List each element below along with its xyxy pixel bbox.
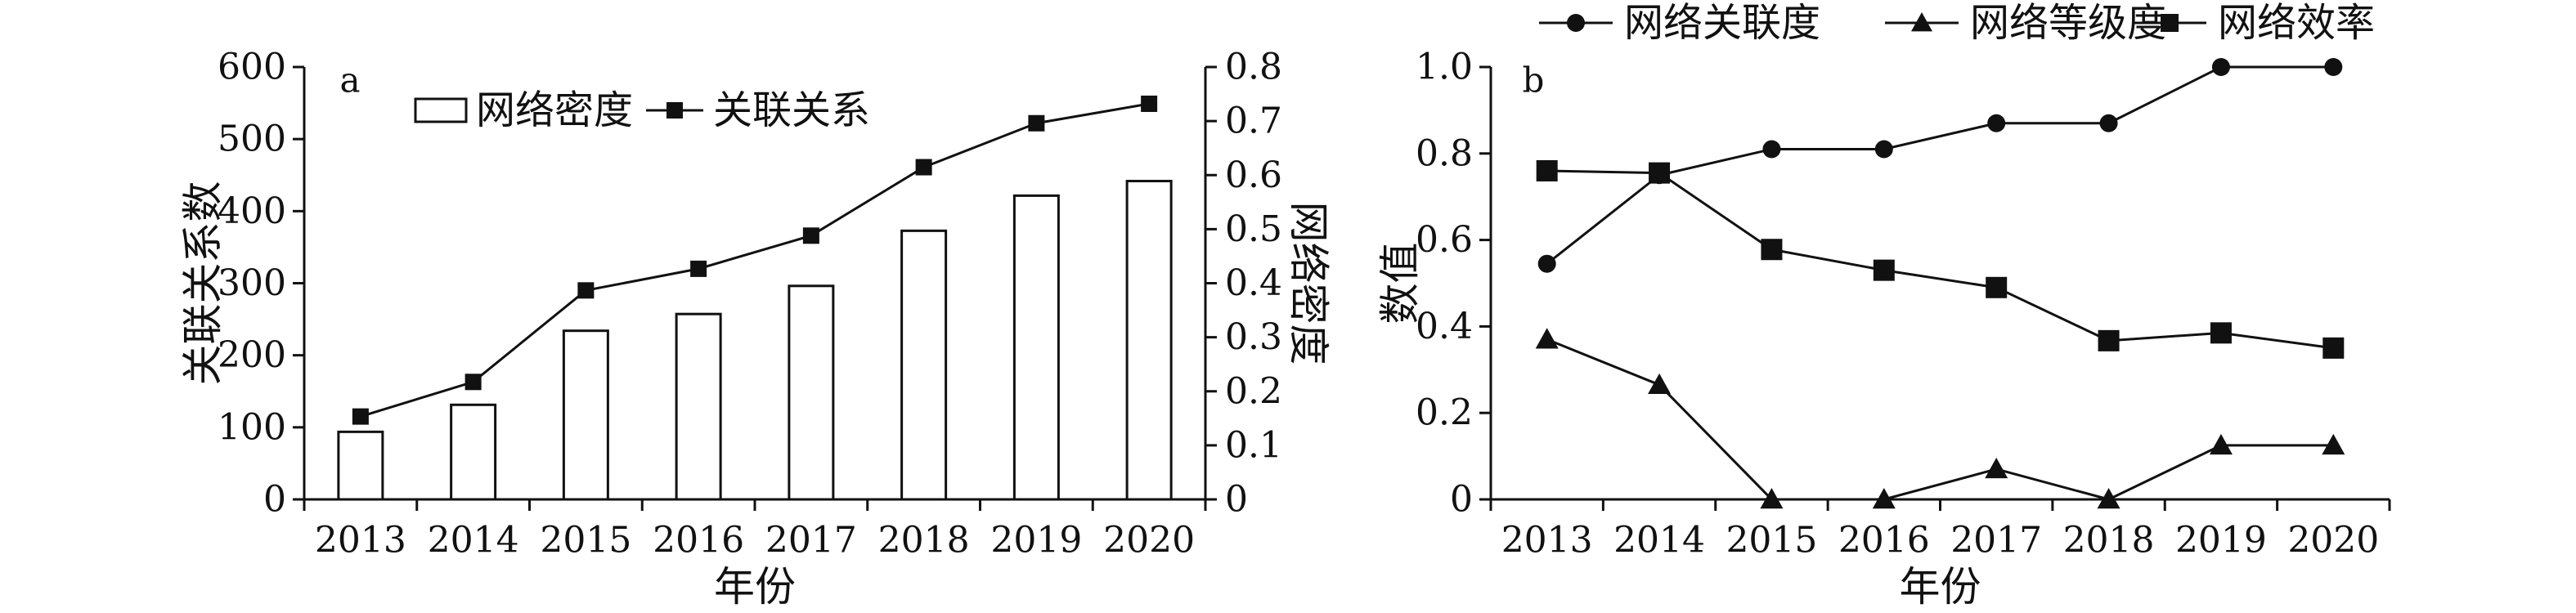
panel-b-series-2-point bbox=[2322, 337, 2345, 359]
panel-a-right-tick-label: 0.7 bbox=[1225, 101, 1282, 142]
panel-a-density-bar bbox=[562, 329, 609, 501]
panel-b-x-tick-label: 2019 bbox=[2175, 520, 2267, 562]
panel-a-left-tick-label: 0 bbox=[263, 479, 286, 521]
panel-a-right-tick-label: 0.4 bbox=[1225, 262, 1282, 304]
panel-a-x-tick-label: 2014 bbox=[428, 520, 519, 562]
panel-b-series-1-point bbox=[1872, 488, 1896, 509]
panel-b-y-tick-label: 0.6 bbox=[1416, 219, 1473, 261]
panel-b-series-1-point bbox=[1535, 328, 1559, 349]
panel-b-legend-label-0: 网络关联度 bbox=[1624, 0, 1820, 46]
panel-a-relation-point bbox=[577, 282, 595, 299]
panel-a-density-bar bbox=[788, 284, 835, 501]
panel-b-legend-marker-1 bbox=[1911, 12, 1932, 32]
panel-b-series-0-point bbox=[2211, 58, 2230, 76]
panel-b-series-1-point bbox=[2097, 488, 2120, 509]
panel-a-x-tick-label: 2016 bbox=[653, 520, 744, 562]
panel-a-relation-point bbox=[1028, 114, 1045, 132]
panel-a-right-tick-label: 0 bbox=[1225, 479, 1248, 521]
panel-b-x-tick-label: 2016 bbox=[1838, 520, 1930, 562]
panel-a-relation-point bbox=[464, 374, 482, 391]
panel-b-series-line-0 bbox=[1546, 65, 2334, 265]
panel-b-series-0-point bbox=[2324, 58, 2343, 76]
panel-a-left-tick-label: 200 bbox=[218, 334, 286, 376]
panel-b-x-axis-title: 年份 bbox=[1900, 563, 1981, 610]
panel-b-x-tick-label: 2018 bbox=[2063, 520, 2155, 562]
panel-a-left-tick-label: 300 bbox=[218, 262, 286, 304]
panel-a-legend-line-marker bbox=[666, 102, 683, 119]
panel-b-series-1-point bbox=[2322, 433, 2345, 455]
panel-b-y-axis-title: 数值 bbox=[1376, 243, 1424, 324]
panel-a-x-tick-label: 2020 bbox=[1103, 520, 1195, 562]
panel-b-series-2-point bbox=[1873, 259, 1895, 281]
panel-b-series-0-point bbox=[2099, 114, 2118, 132]
panel-a-density-bar bbox=[900, 229, 948, 501]
panel-b-x-tick-label: 2015 bbox=[1726, 520, 1817, 562]
panel-a-left-axis-title: 关联关系数 bbox=[179, 181, 227, 386]
panel-a-relation-point bbox=[802, 227, 819, 244]
panel-a-density-bar bbox=[1125, 180, 1173, 501]
panel-b-series-1-point bbox=[1760, 488, 1784, 509]
panel-a-relation-point bbox=[352, 408, 369, 425]
panel-a-x-tick-label: 2019 bbox=[990, 520, 1082, 562]
panel-b-series-2-point bbox=[2098, 329, 2120, 351]
panel-a-density-bar bbox=[1012, 194, 1060, 501]
panel-a-left-tick-label: 400 bbox=[218, 190, 286, 232]
panel-b-x-tick-label: 2014 bbox=[1613, 520, 1705, 562]
panel-a-density-bar bbox=[675, 312, 722, 501]
panel-a-density-bar bbox=[450, 403, 497, 501]
panel-a-relation-point bbox=[1141, 95, 1158, 112]
panel-b-legend-label-2: 网络效率 bbox=[2218, 0, 2375, 46]
panel-b-series-0-point bbox=[1874, 140, 1893, 159]
panel-b-x-tick-label: 2013 bbox=[1501, 520, 1593, 562]
panel-a-right-tick-label: 0.5 bbox=[1225, 208, 1282, 250]
panel-a-left-tick-label: 100 bbox=[218, 406, 286, 448]
panel-a-right-tick-label: 0.1 bbox=[1225, 424, 1282, 466]
panel-a-density-bar bbox=[337, 430, 384, 501]
panel-a-relation-point bbox=[915, 159, 932, 176]
panel-b-letter: b bbox=[1523, 60, 1545, 101]
panel-b-y-tick-label: 0.4 bbox=[1416, 306, 1473, 347]
panel-a-right-axis-title: 网络密度 bbox=[1285, 202, 1332, 365]
panel-b-y-tick-label: 0 bbox=[1450, 479, 1473, 521]
panel-a-right-tick-label: 0.3 bbox=[1225, 316, 1282, 358]
panel-b-y-tick-label: 1.0 bbox=[1416, 47, 1473, 88]
panel-a-right-tick-label: 0.8 bbox=[1225, 47, 1282, 88]
panel-b-y-tick-label: 0.2 bbox=[1416, 392, 1473, 434]
panel-b-x-tick-label: 2017 bbox=[1950, 520, 2042, 562]
panel-b-series-2-point bbox=[1649, 162, 1671, 184]
panel-b-series-0-point bbox=[1537, 254, 1556, 273]
panel-b-legend-marker-0 bbox=[1567, 14, 1585, 32]
panel-a-relation-line bbox=[360, 102, 1150, 418]
panel-b-series-2-point bbox=[1986, 276, 2008, 298]
panel-b-series-2-point bbox=[1536, 159, 1558, 181]
panel-a-x-tick-label: 2018 bbox=[878, 520, 970, 562]
panel-b-series-2-point bbox=[2210, 322, 2232, 344]
panel-b-legend-marker-2 bbox=[2161, 14, 2179, 32]
panel-a-left-tick-label: 500 bbox=[218, 119, 286, 160]
panel-a-right-tick-label: 0.6 bbox=[1225, 154, 1282, 196]
panel-a-relation-point bbox=[690, 260, 707, 277]
panel-a-legend-bar-label: 网络密度 bbox=[476, 87, 633, 133]
panel-a-letter: a bbox=[339, 60, 360, 101]
panel-b-y-tick-label: 0.8 bbox=[1416, 132, 1473, 174]
panel-a-x-tick-label: 2013 bbox=[315, 520, 406, 562]
panel-b-series-1-point bbox=[1648, 373, 1672, 395]
panel-b-series-1-point bbox=[1985, 457, 2008, 479]
panel-b-series-0-point bbox=[1762, 140, 1781, 159]
panel-b-series-2-point bbox=[1761, 239, 1783, 261]
panel-b-series-line-2 bbox=[1546, 169, 2334, 350]
panel-a-right-tick-label: 0.2 bbox=[1225, 370, 1282, 412]
panel-b-series-0-point bbox=[1987, 114, 2006, 132]
panel-a-legend-line-label: 关联关系 bbox=[713, 87, 870, 133]
panel-a-x-axis-title: 年份 bbox=[714, 563, 796, 610]
panel-a-x-tick-label: 2017 bbox=[765, 520, 857, 562]
panel-a-x-tick-label: 2015 bbox=[540, 520, 631, 562]
panel-a-left-tick-label: 600 bbox=[218, 47, 286, 88]
panel-b-x-tick-label: 2020 bbox=[2287, 520, 2379, 562]
panel-b-series-line-1 bbox=[1546, 338, 2334, 501]
panel-b-series-1-point bbox=[2209, 433, 2233, 455]
panel-a-legend-bar-swatch bbox=[414, 97, 468, 123]
